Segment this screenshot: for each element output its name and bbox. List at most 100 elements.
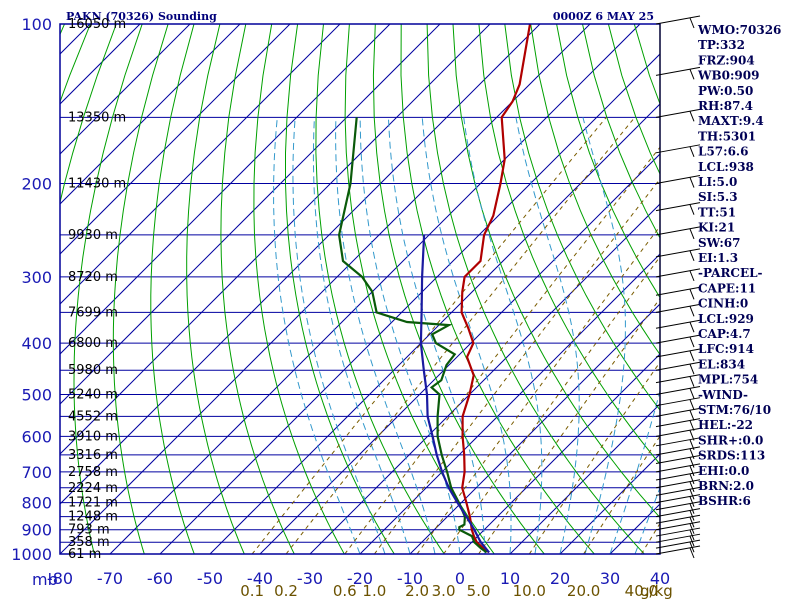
index-item: BRN:2.0 (698, 479, 754, 493)
temperature-tick-label: 0 (455, 569, 465, 588)
index-item: BSHR:6 (698, 494, 751, 508)
temperature-tick-label: -50 (197, 569, 223, 588)
dry-adiabat-line (400, 24, 595, 554)
index-item: SI:5.3 (698, 190, 738, 204)
station-title: PAKN (70326) Sounding (66, 10, 217, 23)
isotherm-line (60, 24, 341, 305)
wind-barb-icon (655, 418, 701, 431)
profile-lines (337, 24, 532, 554)
index-item: FRZ:904 (698, 53, 755, 67)
mixing-ratio-line (285, 116, 636, 554)
dry-adiabat-line (220, 24, 295, 554)
temperature-tick-label: -70 (97, 569, 123, 588)
wind-barb-icon (655, 407, 701, 421)
wind-barb-icon (655, 66, 701, 80)
index-item: PW:0.50 (698, 84, 753, 98)
temperature-tick-label: -30 (297, 569, 323, 588)
dry-adiabat-line (344, 24, 495, 554)
moist-adiabat-line (387, 117, 486, 554)
index-item: -PARCEL- (698, 266, 763, 280)
height-label: 358 m (68, 535, 110, 550)
pressure-tick-label: 700 (21, 463, 52, 482)
wind-barb-icon (655, 334, 701, 348)
wind-barb-icon (655, 374, 701, 387)
wind-barb-icon (655, 144, 701, 157)
mixing-ratio-label: 3.0 (432, 582, 456, 600)
dry-adiabat-line (73, 24, 143, 554)
dry-adiabat-line (186, 24, 245, 554)
pressure-unit-label: mb (32, 570, 58, 589)
height-label: 5240 m (68, 387, 118, 402)
height-label: 3910 m (68, 429, 118, 444)
wind-barb-icon (655, 514, 701, 528)
index-item: TT:51 (698, 205, 736, 219)
wind-barb-icon (655, 479, 701, 492)
wind-barb-icon (655, 268, 701, 282)
isotherm-line (559, 453, 660, 554)
sounding-time: 0000Z 6 MAY 25 (553, 10, 654, 23)
wind-barb-icon (655, 348, 701, 362)
wind-barb-icon (655, 226, 701, 240)
temperature-tick-label: -10 (397, 569, 423, 588)
index-item: WMO:70326 (697, 23, 781, 37)
dry-adiabat-line (285, 24, 395, 554)
thermo-grid (60, 24, 660, 554)
temperature-tick-label: -20 (347, 569, 373, 588)
mixing-ratio-line (373, 178, 660, 554)
index-item: LCL:938 (698, 160, 754, 174)
height-label: 793 m (68, 523, 110, 538)
index-item: LCL:929 (698, 312, 754, 326)
moist-adiabat-line (335, 117, 436, 554)
height-label: 9930 m (68, 228, 118, 243)
moist-adiabat-line (292, 117, 386, 554)
index-item: SRDS:113 (698, 449, 765, 463)
isotherm-line (259, 153, 660, 554)
height-label: 3316 m (68, 448, 118, 463)
profile-temperature (460, 24, 532, 554)
temperature-tick-label: 30 (600, 569, 620, 588)
wind-barb-icon (655, 248, 701, 262)
pressure-tick-label: 100 (21, 15, 52, 34)
temperature-tick-label: 20 (550, 569, 570, 588)
wind-barb-icon (655, 202, 701, 215)
wind-barb-icon (655, 527, 701, 541)
index-item: SW:67 (698, 236, 740, 250)
wind-barb-icon (655, 286, 701, 300)
height-label: 11430 m (68, 177, 126, 192)
dry-adiabat-line (504, 24, 660, 411)
height-label: 6800 m (68, 336, 118, 351)
wind-barb-icon (655, 486, 701, 500)
dry-adiabat-line (478, 24, 660, 465)
isotherm-line (60, 24, 241, 205)
isotherm-line (60, 24, 541, 505)
index-item: SHR+:0.0 (698, 433, 763, 447)
temperature-tick-label: 40 (650, 569, 670, 588)
moist-adiabat-line (312, 117, 411, 554)
mixing-ratio-label: 10.0 (513, 582, 546, 600)
wind-barb-icon (655, 521, 701, 534)
wind-barb-icon (655, 508, 701, 521)
isotherm-line (359, 253, 660, 554)
index-item: CAPE:11 (698, 281, 756, 295)
pressure-tick-label: 800 (21, 494, 52, 513)
wind-barb-icon (655, 175, 701, 188)
index-item: TP:332 (698, 38, 745, 52)
pressure-tick-label: 200 (21, 175, 52, 194)
mixing-ratio-label: 40.0 (625, 582, 658, 600)
index-item: L57:6.6 (698, 145, 748, 159)
height-label: 13350 m (68, 110, 126, 125)
moist-adiabat-line (421, 117, 512, 554)
isotherm-line (60, 24, 191, 155)
wind-barb-icon (655, 108, 701, 122)
temperature-tick-label: -40 (247, 569, 273, 588)
mixing-ratio-label: 0.6 (333, 582, 357, 600)
pressure-tick-label: 1000 (11, 545, 52, 564)
moist-adiabat-line (515, 117, 580, 554)
mixing-ratio-line (478, 297, 660, 554)
wind-barb-icon (655, 319, 701, 333)
isotherm-line (309, 203, 660, 554)
isotherm-line (159, 53, 660, 554)
